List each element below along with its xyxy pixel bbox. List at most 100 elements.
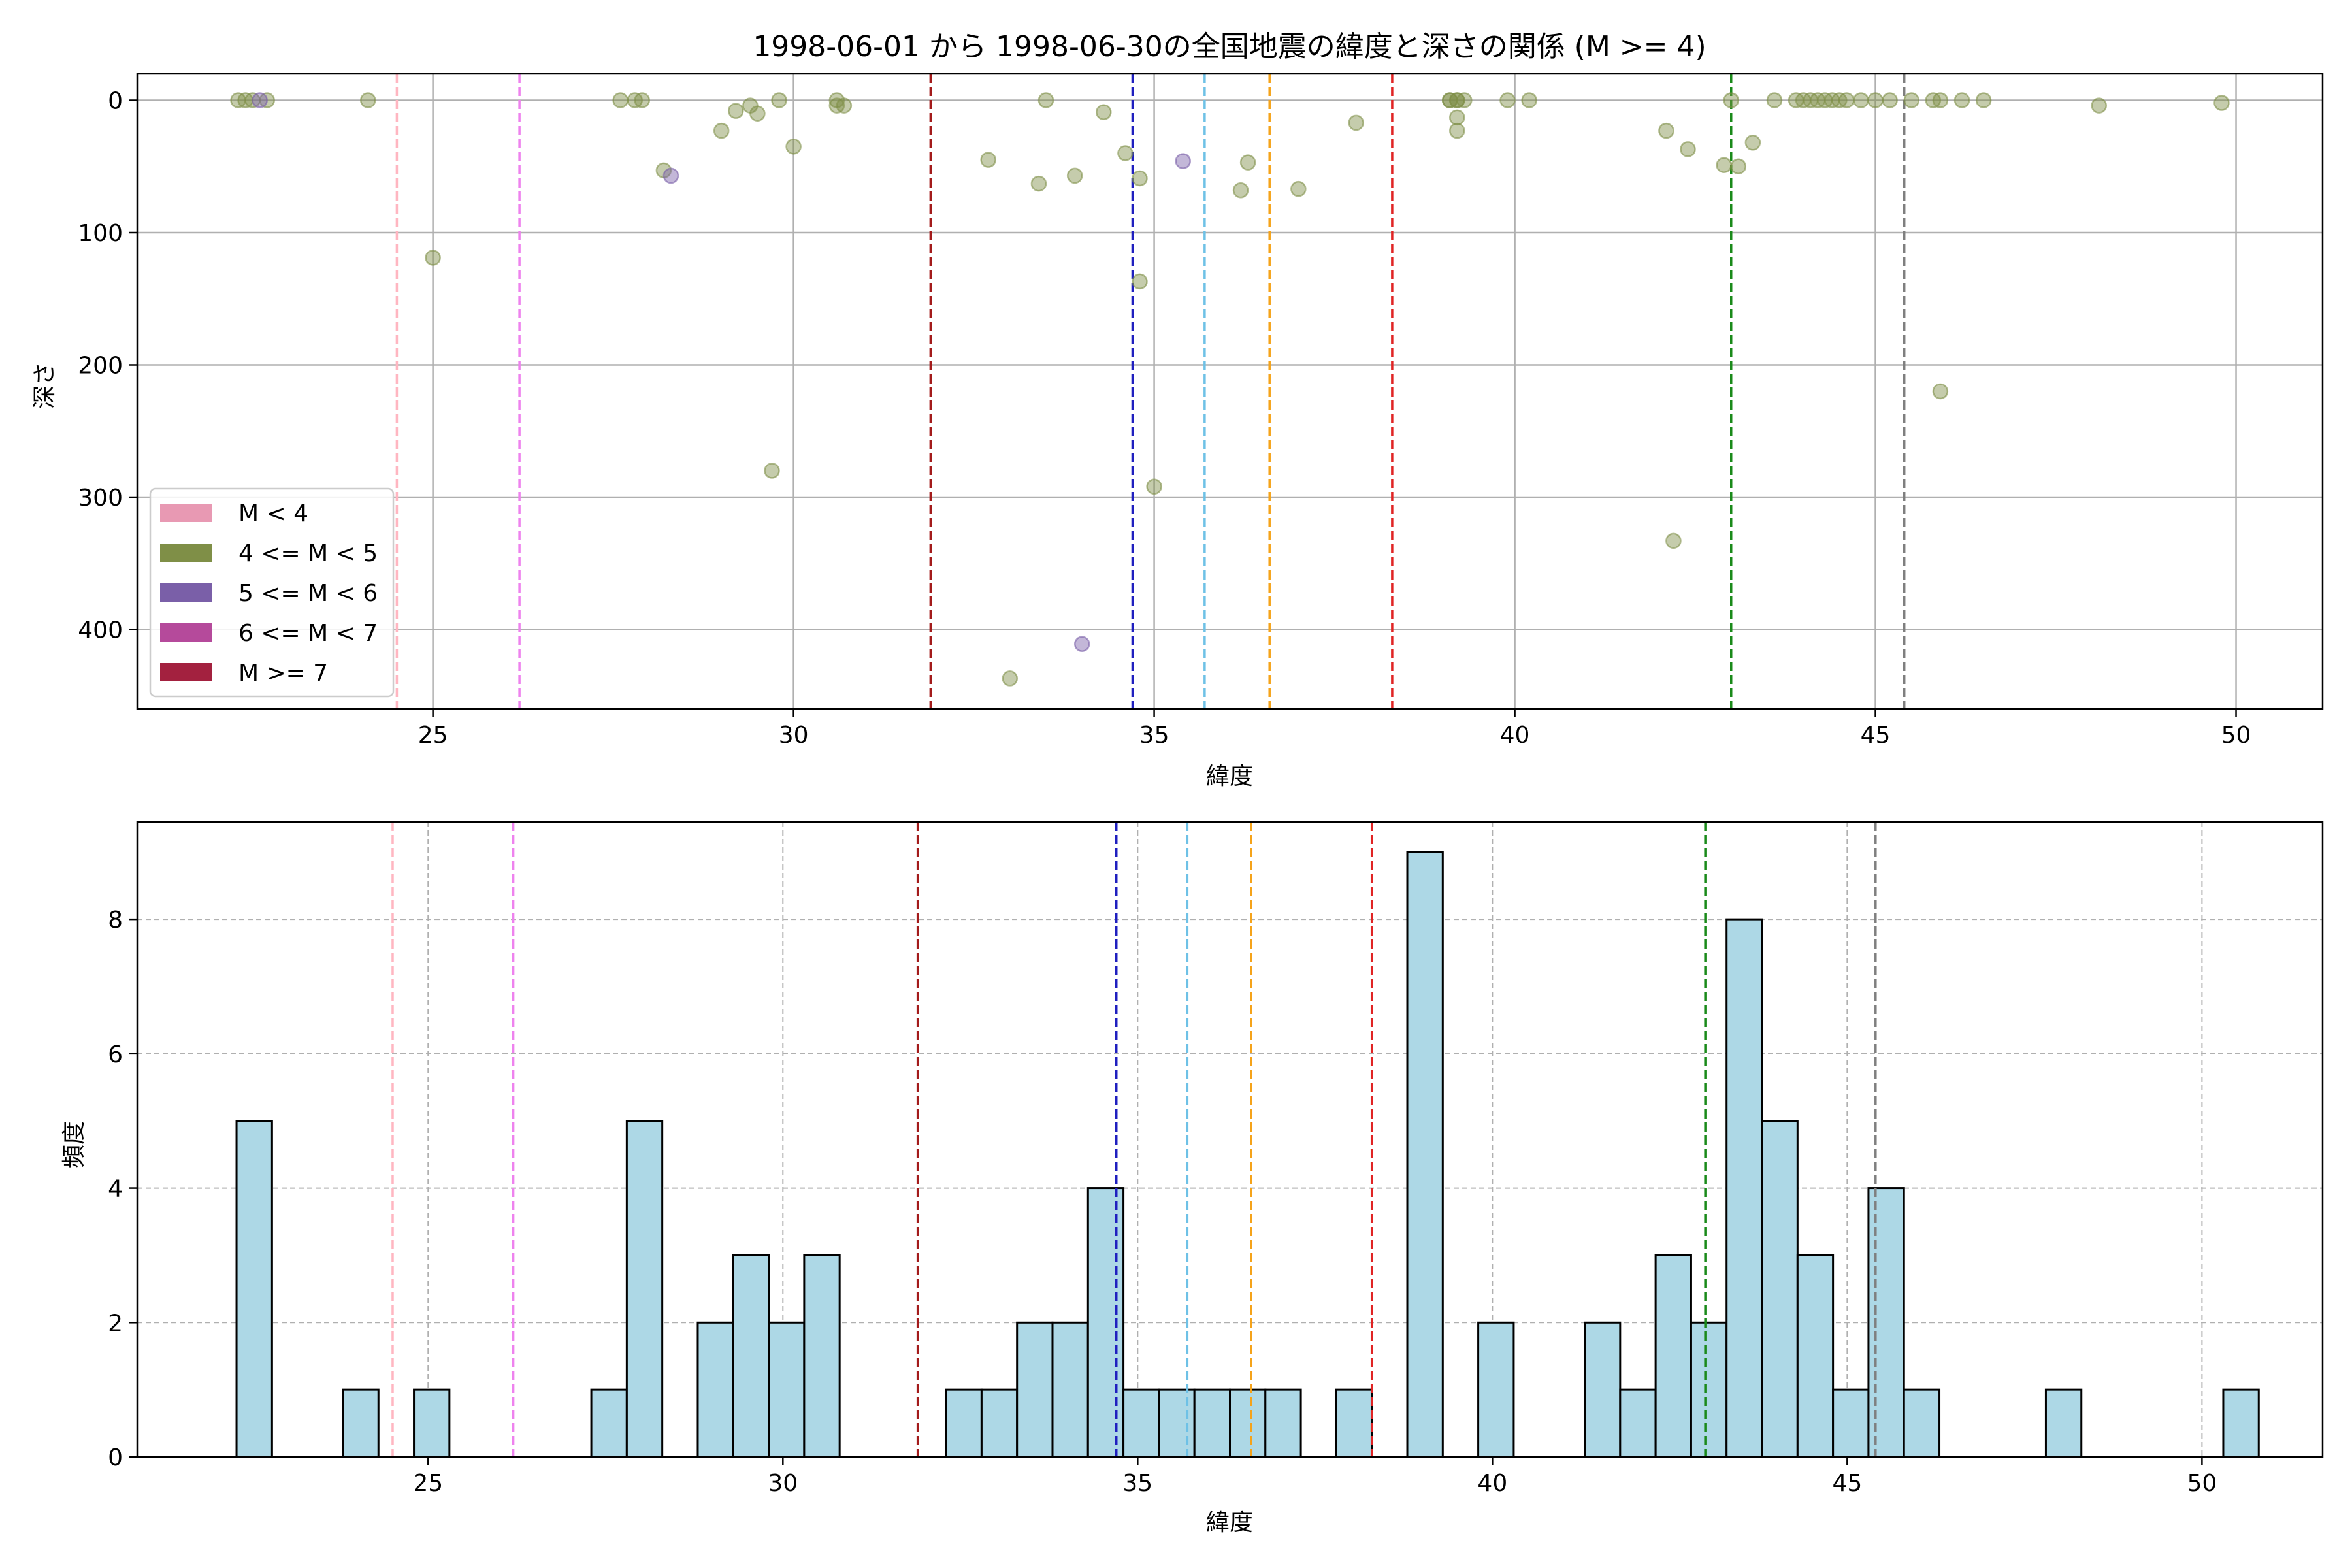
histogram-bar [1086, 1187, 1125, 1458]
scatter-point [252, 92, 268, 108]
histogram-x-tick-label: 35 [1122, 1470, 1152, 1497]
scatter-x-axis-label: 緯度 [1206, 763, 1253, 790]
scatter-point [1239, 154, 1256, 171]
scatter-point [1348, 114, 1364, 131]
scatter-point [2091, 97, 2108, 114]
histogram-bar [980, 1388, 1019, 1458]
scatter-y-axis-label: 深さ [31, 362, 58, 409]
scatter-point [425, 250, 441, 266]
scatter-x-tick-label: 40 [1500, 722, 1530, 749]
scatter-y-tick-label: 300 [78, 485, 123, 512]
scatter-point [1882, 92, 1898, 108]
scatter-point [1903, 92, 1919, 108]
scatter-point [1448, 109, 1465, 126]
histogram-bar [1158, 1388, 1196, 1458]
histogram-bar [732, 1254, 770, 1458]
scatter-y-tick-label: 0 [108, 88, 123, 115]
scatter-point [1456, 92, 1473, 108]
scatter-point [1175, 153, 1191, 169]
histogram-bar [945, 1388, 983, 1458]
histogram-bar [1867, 1187, 1905, 1458]
histogram-plot-frame [136, 821, 2324, 1458]
scatter-point [1853, 92, 1869, 108]
histogram-bar [1584, 1321, 1622, 1458]
histogram-bar [1761, 1120, 1799, 1458]
scatter-point [1030, 175, 1047, 192]
histogram-y-ticks: 0 2 4 6 8 [108, 907, 137, 1471]
histogram-x-ticks: 25 30 35 40 45 50 [413, 1457, 2217, 1497]
scatter-x-ticks: 25 30 35 40 45 50 [418, 709, 2251, 749]
scatter-point [1723, 92, 1740, 108]
scatter-point [1132, 170, 1148, 187]
scatter-point [1665, 532, 1682, 549]
scatter-reference-lines [395, 74, 1906, 709]
legend-label: 6 <= M < 7 [238, 620, 378, 647]
histogram-bar [1335, 1388, 1373, 1458]
legend-label: M < 4 [238, 500, 308, 527]
scatter-point [662, 167, 679, 184]
scatter-point [1716, 157, 1732, 173]
histogram-bar [1903, 1388, 1941, 1458]
histogram-x-tick-label: 40 [1477, 1470, 1507, 1497]
scatter-point [785, 139, 802, 155]
scatter-point [1290, 180, 1307, 197]
scatter-point [1096, 104, 1112, 120]
scatter-point [1232, 182, 1249, 199]
histogram-bar [1654, 1254, 1692, 1458]
histogram-x-axis-label: 緯度 [1206, 1509, 1253, 1536]
histogram-bar [1619, 1388, 1657, 1458]
histogram-bars [235, 851, 2260, 1458]
scatter-x-tick-label: 35 [1139, 722, 1169, 749]
scatter-y-tick-label: 100 [78, 220, 123, 247]
scatter-point [1066, 167, 1083, 184]
legend-swatch [160, 583, 212, 602]
scatter-x-tick-label: 25 [418, 722, 448, 749]
scatter-point [1953, 92, 1970, 108]
scatter-point [1658, 122, 1674, 139]
scatter-point [1932, 92, 1949, 108]
scatter-point [1838, 92, 1855, 108]
histogram-bar [625, 1120, 664, 1458]
histogram-x-tick-label: 50 [2187, 1470, 2217, 1497]
legend-label: 4 <= M < 5 [238, 540, 378, 567]
scatter-x-tick-label: 50 [2221, 722, 2251, 749]
histogram-bar [1832, 1388, 1870, 1458]
histogram-bar [235, 1120, 273, 1458]
histogram-y-tick-label: 8 [108, 907, 123, 934]
histogram-bar [1016, 1321, 1054, 1458]
histogram-x-tick-label: 25 [413, 1470, 443, 1497]
histogram-bar [1229, 1388, 1267, 1458]
legend: M < 4 4 <= M < 5 5 <= M < 6 6 <= M < 7 M >= … [149, 487, 395, 698]
scatter-point [1146, 478, 1162, 495]
scatter-point [728, 103, 744, 119]
histogram-bar [413, 1388, 451, 1458]
histogram-bar [1406, 851, 1444, 1458]
histogram-bar [1796, 1254, 1835, 1458]
histogram-bar [696, 1321, 734, 1458]
scatter-gridlines [137, 74, 2323, 709]
histogram-bar [1264, 1388, 1302, 1458]
scatter-point [1132, 273, 1148, 290]
scatter-y-tick-label: 400 [78, 617, 123, 644]
scatter-point [1073, 636, 1090, 653]
histogram-y-tick-label: 6 [108, 1041, 123, 1068]
histogram-y-tick-label: 0 [108, 1445, 123, 1471]
scatter-point [1766, 92, 1783, 108]
histogram-y-tick-label: 4 [108, 1176, 123, 1203]
histogram-bar [1193, 1388, 1231, 1458]
histogram-bar [1690, 1321, 1728, 1458]
histogram-y-axis-label: 頻度 [61, 1121, 88, 1168]
scatter-point [1521, 92, 1537, 108]
histogram-reference-lines [391, 822, 1877, 1457]
scatter-plot: 25 30 35 40 45 50 0 100 200 300 400 [78, 73, 2324, 749]
scatter-point [1037, 92, 1054, 108]
scatter-point [1002, 670, 1019, 687]
scatter-point [980, 152, 996, 168]
histogram-bar [1477, 1321, 1515, 1458]
scatter-point [2213, 95, 2230, 111]
scatter-point [836, 97, 853, 114]
histogram-bar [590, 1388, 628, 1458]
scatter-point [771, 92, 787, 108]
histogram-x-tick-label: 30 [768, 1470, 798, 1497]
histogram-bar [2044, 1388, 2083, 1458]
